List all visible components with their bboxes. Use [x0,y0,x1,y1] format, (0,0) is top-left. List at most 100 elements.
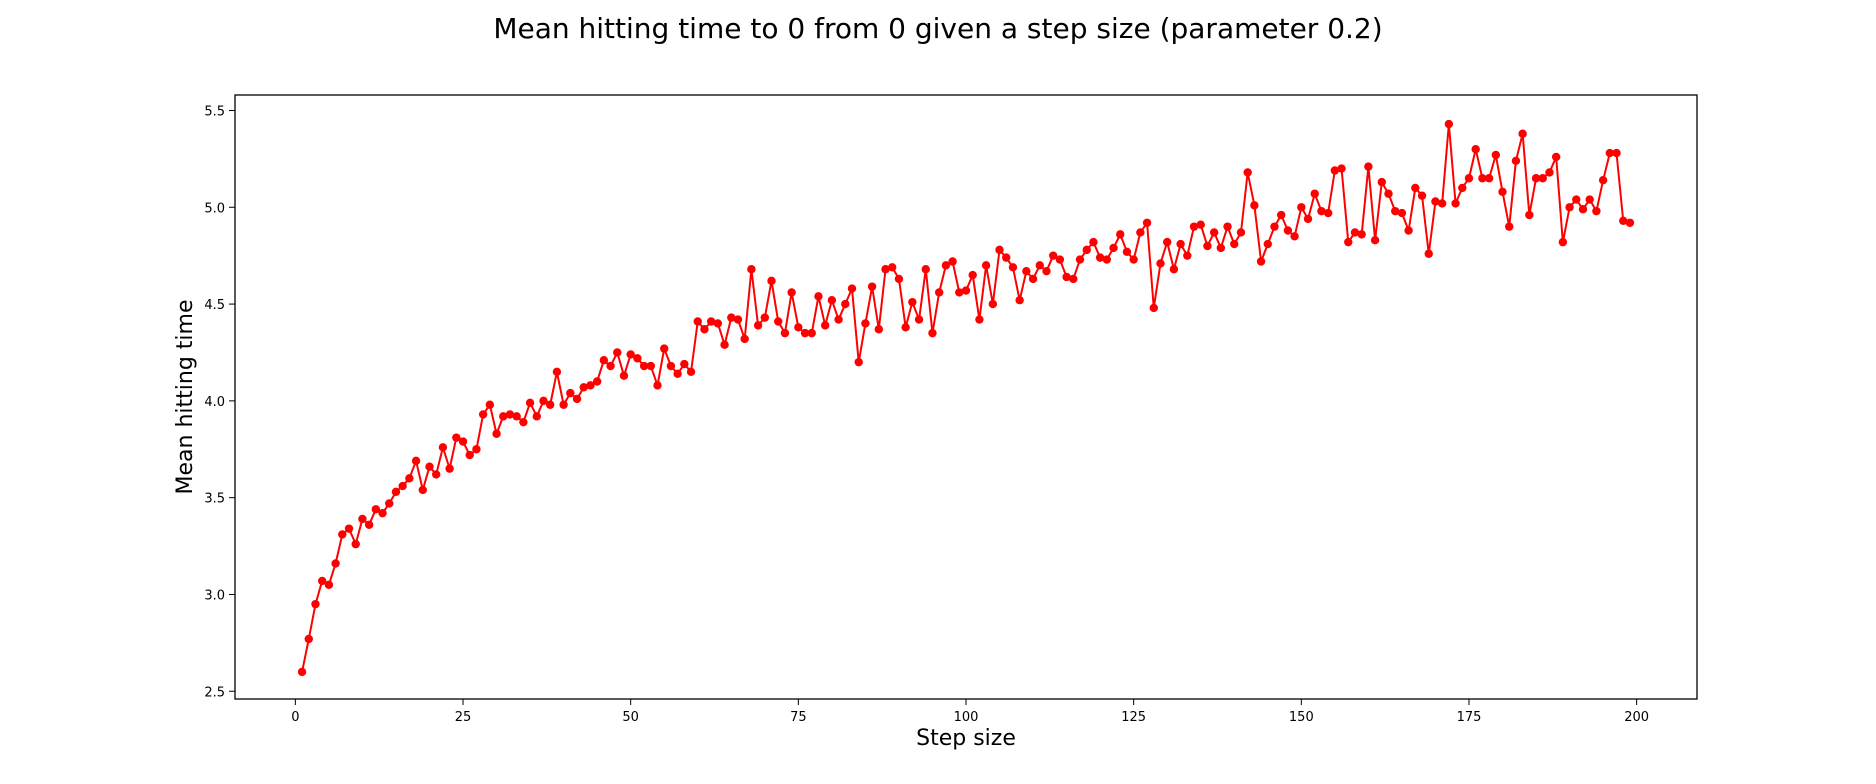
data-point [1203,241,1212,251]
x-tick-label: 125 [1121,710,1146,725]
data-point [1109,243,1118,253]
data-point [787,288,796,297]
data-point [955,288,964,297]
data-point [780,328,790,338]
data-point [948,257,957,266]
y-axis: 2.5 3.0 3.5 4.0 4.5 5.0 5.5 [204,104,235,700]
data-point [841,299,850,309]
data-point [297,667,307,677]
data-point [1484,174,1494,183]
data-point [1183,251,1192,260]
data-point [1572,195,1581,204]
data-point [914,315,924,324]
data-point [1082,245,1091,255]
y-axis-label: Mean hitting time [173,300,198,495]
data-point [1223,222,1232,231]
data-point [941,261,951,270]
x-tick-label: 100 [954,710,979,725]
data-point [1458,183,1467,193]
x-axis-label: Step size [916,726,1016,751]
data-point [391,487,401,497]
data-point [1162,237,1172,247]
data-point [472,445,481,454]
data-point [626,350,635,359]
data-point [881,265,890,274]
data-point [1250,201,1259,210]
data-point [1048,251,1058,260]
data-point [827,296,837,305]
data-point [1384,189,1393,198]
data-point [847,284,857,293]
data-point [552,367,562,377]
data-point [1303,214,1313,224]
data-point [1592,206,1601,216]
data-point [572,394,582,404]
data-point [1491,150,1501,160]
data-point [1478,174,1487,183]
data-point [1136,228,1145,237]
data-point [351,539,360,549]
data-point [1605,148,1615,158]
data-point [1518,129,1527,138]
data-point [928,328,937,338]
x-tick-label: 200 [1624,710,1649,725]
data-point [1464,174,1474,183]
data-point [1511,156,1521,166]
data-point [1062,272,1071,282]
data-point [680,359,689,369]
data-point [1008,263,1018,272]
data-point [559,400,568,409]
data-point [934,288,944,297]
data-point [1310,189,1319,198]
data-point [485,400,495,409]
data-point [686,367,696,377]
data-point [1558,237,1568,247]
data-point [532,412,541,421]
data-point [418,485,427,495]
data-point [1417,191,1427,200]
data-point [794,323,803,332]
data-point [1189,222,1199,231]
data-point [1075,255,1085,264]
chart-title: Mean hitting time to 0 from 0 given a st… [493,12,1382,45]
data-point [1169,265,1179,274]
data-point [311,599,320,609]
y-tick-label: 4.0 [204,395,225,410]
data-point [371,505,381,514]
data-point [673,369,682,378]
y-tick-label: 4.5 [204,298,225,313]
y-tick-label: 3.0 [204,588,225,603]
data-point [706,317,716,326]
data-point [988,299,998,309]
data-point [1035,261,1044,270]
data-point [1102,255,1112,264]
data-point [1391,206,1400,216]
data-point [995,245,1004,255]
data-point [1538,174,1547,183]
data-point [338,530,347,539]
data-point [800,328,810,338]
data-point [606,361,615,371]
data-point [405,474,414,483]
data-point [1095,253,1105,262]
data-point [438,443,448,452]
data-point [1357,230,1366,239]
data-point [1116,230,1125,239]
data-point [1317,206,1326,216]
data-point [1431,197,1440,206]
data-point [633,354,642,363]
data-point [478,410,488,419]
data-point [1578,205,1588,214]
data-point [1230,239,1239,249]
data-point [452,433,461,442]
data-point [1337,164,1346,173]
x-tick-label: 150 [1289,710,1314,725]
data-point [747,265,756,274]
data-point [720,340,729,349]
x-tick-label: 25 [455,710,472,725]
data-point [975,315,984,324]
data-point [1505,222,1514,231]
x-axis: 0 25 50 75 100 125 150 175 200 [291,699,1649,725]
